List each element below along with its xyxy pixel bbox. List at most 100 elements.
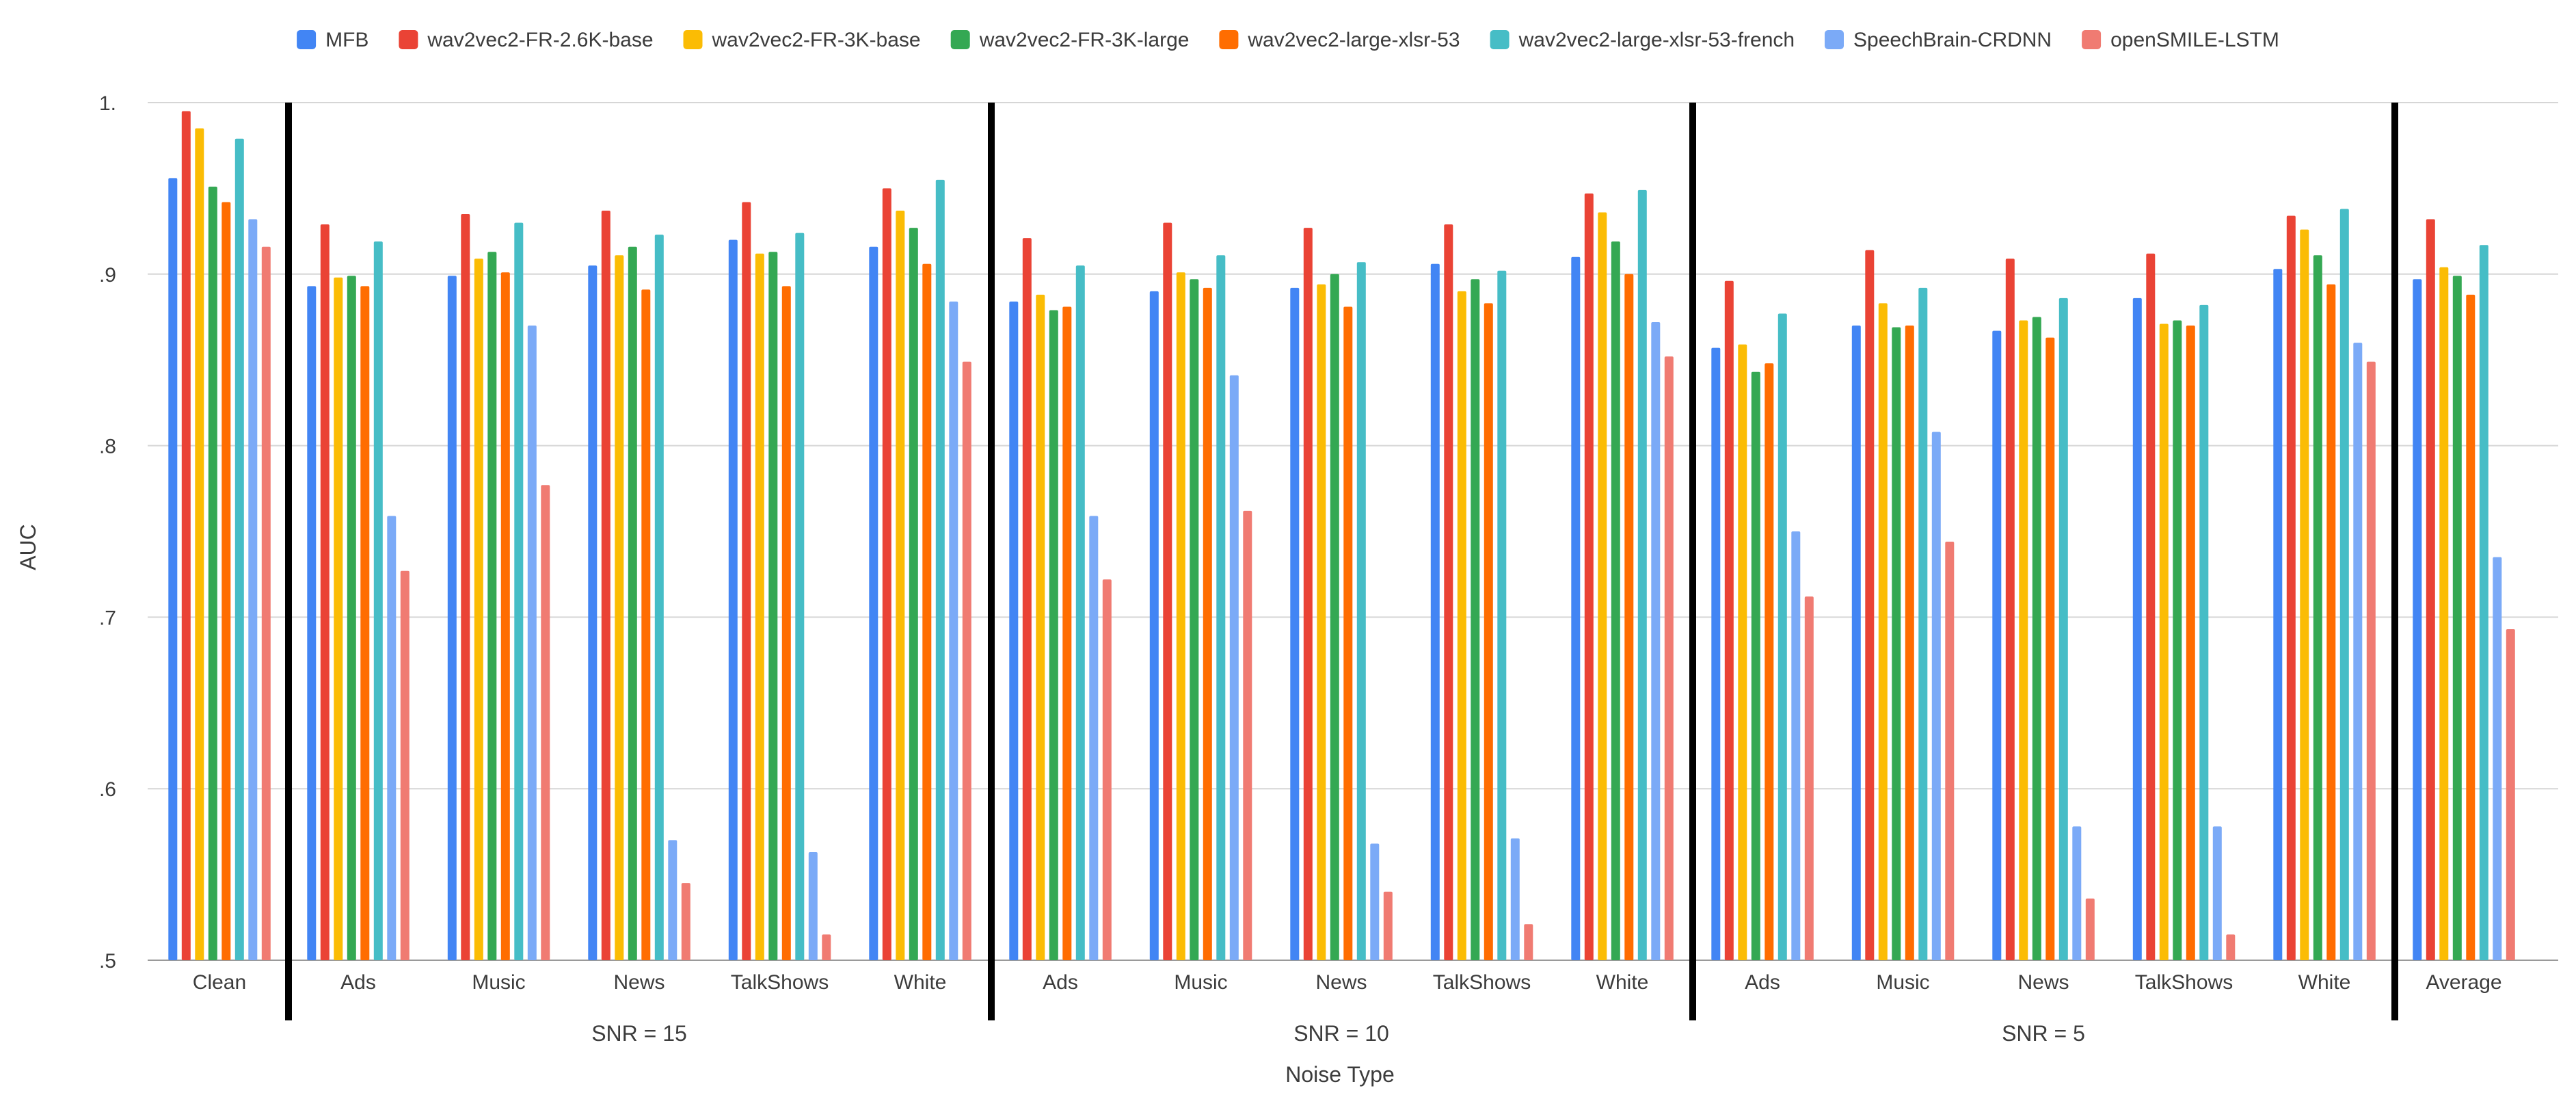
- bar-speechbrain-crdnn-talkshows: [1510, 838, 1520, 960]
- bar-wav2vec2-large-xlsr-53-clean: [222, 202, 231, 960]
- bar-wav2vec2-fr-3k-large-music: [487, 252, 497, 961]
- bars: [168, 111, 2515, 961]
- bar-wav2vec2-fr-3k-large-talkshows: [2173, 320, 2182, 960]
- bar-wav2vec2-fr-3k-large-ads: [347, 276, 356, 960]
- bar-speechbrain-crdnn-ads: [387, 516, 397, 960]
- bar-wav2vec2-fr-2-6k-base-clean: [181, 111, 191, 960]
- group-separators: [285, 103, 2398, 1020]
- legend-label: wav2vec2-large-xlsr-53: [1247, 29, 1460, 51]
- bar-wav2vec2-fr-3k-large-average: [2452, 276, 2462, 960]
- bar-wav2vec2-large-xlsr-53-talkshows: [1484, 303, 1493, 960]
- bar-opensmile-lstm-talkshows: [2226, 934, 2236, 960]
- bar-opensmile-lstm-white: [2366, 361, 2376, 960]
- bar-wav2vec2-fr-2-6k-base-white: [1584, 193, 1594, 960]
- bar-opensmile-lstm-clean: [261, 246, 271, 961]
- group-labels: SNR = 15 SNR = 10 SNR = 5: [591, 1021, 2085, 1046]
- bar-wav2vec2-fr-3k-base-white: [2300, 229, 2309, 961]
- x-tick-labels: Clean Ads Music News TalkShows White Ads Music N…: [193, 971, 2502, 994]
- bar-wav2vec2-fr-3k-large-news: [1330, 274, 1339, 960]
- bar-wav2vec2-large-xlsr-53-talkshows: [2186, 326, 2195, 960]
- bar-wav2vec2-large-xlsr-53-white: [1624, 274, 1634, 960]
- legend-item: wav2vec2-FR-2.6K-base: [399, 29, 654, 51]
- legend-label: MFB: [325, 29, 368, 51]
- bar-wav2vec2-large-xlsr-53-french-music: [514, 222, 524, 961]
- legend-label: wav2vec2-FR-2.6K-base: [427, 29, 653, 51]
- bar-opensmile-lstm-white: [962, 361, 971, 960]
- group-label: SNR = 10: [1293, 1021, 1389, 1046]
- group-separator: [2391, 103, 2398, 1020]
- group-label: SNR = 15: [591, 1021, 687, 1046]
- bar-wav2vec2-large-xlsr-53-french-news: [2058, 298, 2068, 960]
- bar-wav2vec2-large-xlsr-53-french-ads: [373, 241, 383, 961]
- bar-opensmile-lstm-average: [2506, 629, 2515, 960]
- bar-speechbrain-crdnn-average: [2493, 557, 2502, 960]
- bar-wav2vec2-fr-2-6k-base-ads: [1022, 238, 1032, 961]
- bar-wav2vec2-large-xlsr-53-news: [1343, 306, 1353, 960]
- bar-wav2vec2-large-xlsr-53-average: [2466, 294, 2476, 960]
- bar-wav2vec2-fr-3k-base-talkshows: [2159, 323, 2169, 960]
- bar-mfb-white: [869, 246, 878, 961]
- legend-item: openSMILE-LSTM: [2082, 29, 2279, 51]
- bar-mfb-ads: [1009, 301, 1019, 960]
- bar-wav2vec2-fr-3k-base-average: [2439, 267, 2449, 960]
- bar-wav2vec2-large-xlsr-53-white: [922, 263, 932, 960]
- bar-wav2vec2-fr-2-6k-base-news: [1303, 228, 1313, 961]
- bar-wav2vec2-fr-2-6k-base-ads: [320, 224, 330, 961]
- legend-item: MFB: [297, 29, 368, 51]
- y-tick-labels: .5 .6 .7 .8 .9 1.: [99, 92, 116, 973]
- bar-wav2vec2-fr-3k-large-news: [2032, 317, 2041, 960]
- x-tick-label: Ads: [1745, 971, 1780, 994]
- bar-wav2vec2-fr-3k-base-ads: [1738, 344, 1747, 961]
- bar-speechbrain-crdnn-music: [527, 326, 537, 960]
- legend: MFB wav2vec2-FR-2.6K-base wav2vec2-FR-3K-b…: [297, 29, 2279, 51]
- bar-wav2vec2-fr-3k-base-music: [1878, 303, 1888, 960]
- bar-wav2vec2-fr-3k-base-news: [615, 255, 624, 961]
- legend-label: wav2vec2-FR-3K-large: [979, 29, 1190, 51]
- bar-wav2vec2-fr-3k-large-news: [628, 246, 637, 961]
- bar-wav2vec2-large-xlsr-53-news: [641, 289, 651, 960]
- bar-wav2vec2-fr-3k-base-news: [1317, 284, 1326, 960]
- bar-wav2vec2-fr-2-6k-base-music: [461, 214, 470, 960]
- bar-mfb-news: [1290, 287, 1300, 960]
- legend-item: wav2vec2-large-xlsr-53: [1219, 29, 1460, 51]
- bar-wav2vec2-fr-3k-large-music: [1892, 327, 1901, 960]
- legend-label: SpeechBrain-CRDNN: [1853, 29, 2052, 51]
- bar-speechbrain-crdnn-talkshows: [808, 852, 818, 960]
- bar-wav2vec2-large-xlsr-53-french-ads: [1075, 265, 1085, 960]
- bar-opensmile-lstm-ads: [1102, 579, 1112, 960]
- bar-wav2vec2-fr-3k-large-white: [1611, 241, 1620, 961]
- bar-wav2vec2-fr-3k-large-clean: [208, 186, 217, 960]
- bar-wav2vec2-large-xlsr-53-french-white: [935, 179, 945, 960]
- bar-wav2vec2-large-xlsr-53-french-ads: [1777, 313, 1787, 960]
- x-tick-label: White: [2298, 971, 2351, 994]
- legend-swatch: [399, 30, 418, 49]
- bar-speechbrain-crdnn-music: [1931, 432, 1941, 960]
- bar-speechbrain-crdnn-clean: [248, 219, 258, 960]
- bar-opensmile-lstm-music: [1243, 510, 1252, 960]
- y-axis-title: AUC: [16, 524, 40, 570]
- bar-mfb-talkshows: [728, 239, 738, 961]
- bar-mfb-white: [2273, 269, 2283, 960]
- y-tick-label: 1.: [99, 92, 116, 115]
- bar-mfb-music: [1851, 326, 1861, 960]
- bar-wav2vec2-fr-3k-large-white: [909, 228, 918, 961]
- bar-wav2vec2-large-xlsr-53-music: [1905, 326, 1914, 960]
- bar-wav2vec2-large-xlsr-53-ads: [1765, 363, 1774, 960]
- bar-wav2vec2-large-xlsr-53-french-clean: [234, 138, 244, 961]
- bar-wav2vec2-fr-2-6k-base-talkshows: [2146, 253, 2156, 961]
- bar-opensmile-lstm-music: [541, 485, 550, 960]
- legend-item: wav2vec2-FR-3K-large: [950, 29, 1190, 51]
- y-tick-label: .8: [99, 436, 116, 458]
- bar-speechbrain-crdnn-news: [668, 840, 677, 960]
- bar-wav2vec2-large-xlsr-53-music: [1203, 287, 1212, 960]
- bar-wav2vec2-fr-2-6k-base-music: [1163, 222, 1172, 961]
- bar-mfb-ads: [307, 286, 317, 960]
- bar-wav2vec2-large-xlsr-53-french-white: [2339, 209, 2349, 960]
- x-tick-label: Music: [1876, 971, 1929, 994]
- legend-label: wav2vec2-large-xlsr-53-french: [1518, 29, 1795, 51]
- legend-item: wav2vec2-large-xlsr-53-french: [1490, 29, 1795, 51]
- legend-label: wav2vec2-FR-3K-base: [712, 29, 921, 51]
- y-tick-label: .6: [99, 778, 116, 801]
- bar-speechbrain-crdnn-ads: [1089, 516, 1099, 960]
